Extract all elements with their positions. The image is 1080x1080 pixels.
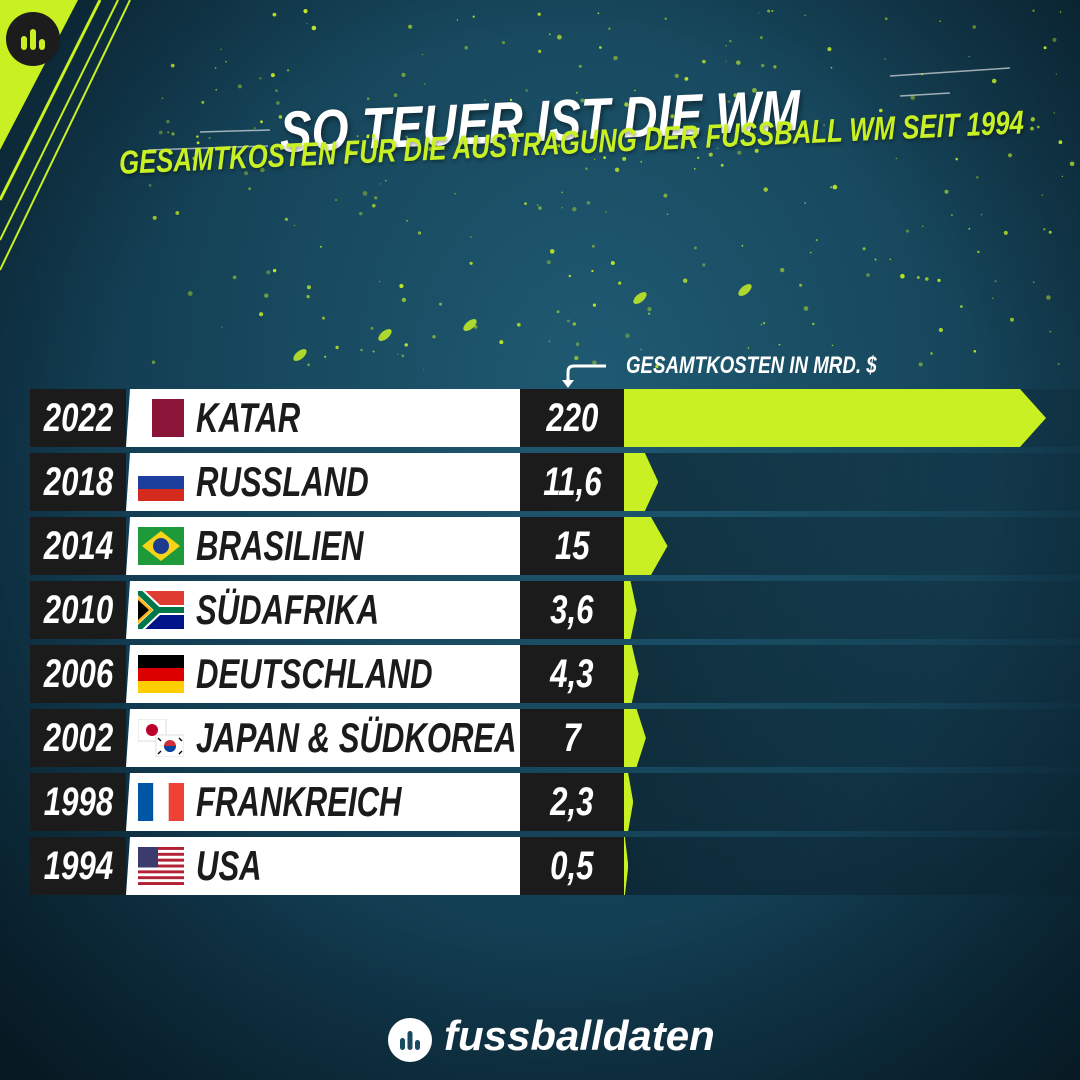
bar-track — [624, 773, 1080, 831]
value-label: 7 — [520, 709, 624, 767]
year-label: 1994 — [30, 837, 126, 895]
bar-2002 — [624, 709, 646, 767]
japan-korea-flag-icon — [138, 719, 184, 757]
country-cell: USA — [126, 837, 520, 895]
usa-flag-icon — [138, 847, 184, 885]
year-label: 2006 — [30, 645, 126, 703]
value-label: 3,6 — [520, 581, 624, 639]
bar-track — [624, 709, 1080, 767]
country-label: SÜDAFRIKA — [196, 586, 380, 633]
value-axis-label: GESAMTKOSTEN IN MRD. $ — [626, 352, 877, 379]
country-cell: JAPAN & SÜDKOREA — [126, 709, 520, 767]
year-label: 2022 — [30, 389, 126, 447]
qatar-flag-icon — [138, 399, 184, 437]
value-label: 11,6 — [520, 453, 624, 511]
country-label: KATAR — [196, 394, 301, 441]
footer-brand: fussballdaten — [444, 1012, 715, 1059]
bar-track — [624, 581, 1080, 639]
bar-track — [624, 453, 1080, 511]
value-label: 220 — [520, 389, 624, 447]
table-row: 2002 JAPAN & SÜDKOREA 7 — [30, 709, 1080, 767]
country-cell: SÜDAFRIKA — [126, 581, 520, 639]
bar-track — [624, 837, 1080, 895]
year-label: 1998 — [30, 773, 126, 831]
table-row: 2010 SÜDAFRIKA 3,6 — [30, 581, 1080, 639]
bar-1998 — [624, 773, 634, 831]
table-row: 1998 FRANKREICH 2,3 — [30, 773, 1080, 831]
russia-flag-icon — [138, 463, 184, 501]
country-cell: DEUTSCHLAND — [126, 645, 520, 703]
year-label: 2018 — [30, 453, 126, 511]
value-label: 4,3 — [520, 645, 624, 703]
year-label: 2014 — [30, 517, 126, 575]
bar-track — [624, 645, 1080, 703]
table-row: 2014 BRASILIEN 15 — [30, 517, 1080, 575]
country-label: BRASILIEN — [196, 522, 364, 569]
value-label: 0,5 — [520, 837, 624, 895]
year-label: 2002 — [30, 709, 126, 767]
country-cell: KATAR — [126, 389, 520, 447]
country-label: USA — [196, 842, 262, 889]
south-africa-flag-icon — [138, 591, 184, 629]
table-row: 2022 KATAR 220 — [30, 389, 1080, 447]
year-label: 2010 — [30, 581, 126, 639]
bar-2006 — [624, 645, 639, 703]
country-cell: FRANKREICH — [126, 773, 520, 831]
value-label: 15 — [520, 517, 624, 575]
country-label: FRANKREICH — [196, 778, 402, 825]
france-flag-icon — [138, 783, 184, 821]
country-label: RUSSLAND — [196, 458, 369, 505]
country-cell: BRASILIEN — [126, 517, 520, 575]
bar-1994 — [624, 837, 629, 895]
country-label: DEUTSCHLAND — [196, 650, 433, 697]
country-label: JAPAN & SÜDKOREA — [196, 714, 517, 761]
brazil-flag-icon — [138, 527, 184, 565]
bar-2010 — [624, 581, 637, 639]
bar-2022 — [624, 389, 1046, 447]
brand-logo-icon — [6, 12, 60, 66]
footer-logo-icon — [388, 1018, 432, 1062]
bar-track — [624, 517, 1080, 575]
country-cell: RUSSLAND — [126, 453, 520, 511]
table-row: 2018 RUSSLAND 11,6 — [30, 453, 1080, 511]
table-row: 2006 DEUTSCHLAND 4,3 — [30, 645, 1080, 703]
table-row: 1994 USA 0,5 — [30, 837, 1080, 895]
value-label: 2,3 — [520, 773, 624, 831]
germany-flag-icon — [138, 655, 184, 693]
